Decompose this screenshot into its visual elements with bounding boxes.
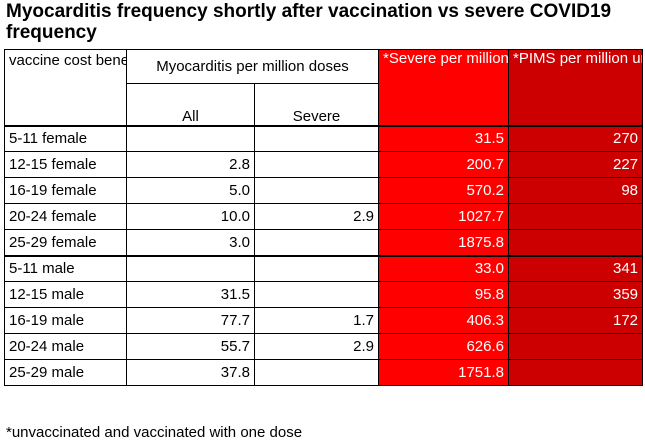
footnote: *unvaccinated and vaccinated with one do… <box>6 424 303 441</box>
myocarditis-severe-cell <box>253 254 380 282</box>
myocarditis-severe-cell <box>253 177 380 204</box>
row-label-cell: 16-19 female <box>4 177 127 204</box>
pims-cell: 359 <box>508 281 644 308</box>
pims-cell <box>508 333 644 360</box>
row-label-cell: 5-11 male <box>4 254 127 282</box>
myocarditis-all-cell: 55.7 <box>126 333 255 360</box>
myocarditis-severe-cell: 1.7 <box>253 307 380 334</box>
severe-covid-cell: 31.5 <box>378 124 510 152</box>
myocarditis-severe-cell <box>253 124 380 152</box>
table-row: 16-19 male 77.7 1.7 406.3 172 <box>4 307 644 334</box>
pims-cell: 98 <box>508 177 644 204</box>
table-row: 20-24 male 55.7 2.9 626.6 <box>4 333 644 360</box>
all-column-header: All <box>126 83 255 126</box>
pims-header: *PIMS per million unvax COVID19 cases <box>508 49 644 126</box>
pims-cell <box>508 229 644 256</box>
severe-covid-cell: 1875.8 <box>378 229 510 256</box>
severe-column-header: Severe <box>253 83 380 126</box>
myocarditis-group-header: Myocarditis per million doses <box>125 49 380 84</box>
myocarditis-all-cell: 37.8 <box>126 359 255 386</box>
myocarditis-severe-cell: 2.9 <box>253 333 380 360</box>
table-row: 5-11 female 31.5 270 <box>4 124 644 152</box>
table-row: 16-19 female 5.0 570.2 98 <box>4 177 644 204</box>
myocarditis-all-cell: 31.5 <box>126 281 255 308</box>
severe-covid-cell: 200.7 <box>378 151 510 178</box>
table-row: 20-24 female 10.0 2.9 1027.7 <box>4 203 644 230</box>
severe-covid-cell: 570.2 <box>378 177 510 204</box>
row-label-cell: 20-24 male <box>4 333 127 360</box>
severe-covid-cell: 1027.7 <box>378 203 510 230</box>
data-table: vaccine cost benefit Myocarditis per mil… <box>4 49 644 386</box>
row-label-cell: 5-11 female <box>4 124 127 152</box>
pims-cell: 341 <box>508 254 644 282</box>
myocarditis-severe-cell <box>253 229 380 256</box>
myocarditis-severe-cell <box>253 281 380 308</box>
table-row: 12-15 male 31.5 95.8 359 <box>4 281 644 308</box>
myocarditis-severe-cell <box>253 151 380 178</box>
severe-covid-cell: 1751.8 <box>378 359 510 386</box>
severe-covid-cell: 626.6 <box>378 333 510 360</box>
pims-cell: 270 <box>508 124 644 152</box>
myocarditis-severe-cell <box>253 359 380 386</box>
severe-covid-cell: 406.3 <box>378 307 510 334</box>
pims-cell: 227 <box>508 151 644 178</box>
severe-covid-cell: 33.0 <box>378 254 510 282</box>
table-row: 12-15 female 2.8 200.7 227 <box>4 151 644 178</box>
myocarditis-all-cell <box>126 124 255 152</box>
row-label-cell: 25-29 male <box>4 359 127 386</box>
pims-cell <box>508 359 644 386</box>
severe-covid-header: *Severe per million unvax COVID19 cases <box>378 49 510 126</box>
table-row: 5-11 male 33.0 341 <box>4 254 644 282</box>
table-row: 25-29 female 3.0 1875.8 <box>4 229 644 256</box>
row-label-header: vaccine cost benefit <box>4 49 127 126</box>
table-row: 25-29 male 37.8 1751.8 <box>4 359 644 386</box>
myocarditis-severe-cell: 2.9 <box>253 203 380 230</box>
pims-cell: 172 <box>508 307 644 334</box>
pims-cell <box>508 203 644 230</box>
myocarditis-all-cell: 10.0 <box>126 203 255 230</box>
row-label-cell: 16-19 male <box>4 307 127 334</box>
myocarditis-all-cell: 5.0 <box>126 177 255 204</box>
row-label-cell: 25-29 female <box>4 229 127 256</box>
myocarditis-all-cell: 3.0 <box>126 229 255 256</box>
myocarditis-all-cell: 77.7 <box>126 307 255 334</box>
myocarditis-all-cell <box>126 254 255 282</box>
row-label-cell: 20-24 female <box>4 203 127 230</box>
row-label-cell: 12-15 female <box>4 151 127 178</box>
severe-covid-cell: 95.8 <box>378 281 510 308</box>
myocarditis-all-cell: 2.8 <box>126 151 255 178</box>
page-title: Myocarditis frequency shortly after vacc… <box>6 1 612 43</box>
row-label-cell: 12-15 male <box>4 281 127 308</box>
